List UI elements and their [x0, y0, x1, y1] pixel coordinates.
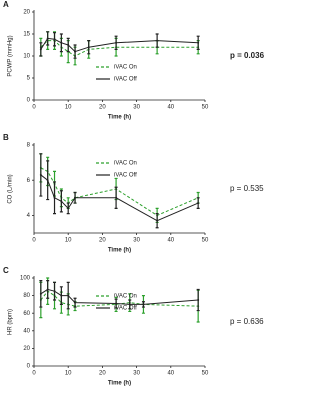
point [39, 48, 42, 51]
legend-label: iVAC On [114, 294, 137, 300]
x-tick-label: 10 [65, 238, 72, 244]
point [115, 41, 118, 44]
panel-label: B [3, 133, 9, 142]
x-tick-label: 50 [202, 371, 209, 377]
point [115, 302, 118, 305]
y-tick-label: 15 [23, 32, 30, 38]
y-tick-label: 100 [20, 276, 31, 282]
point [60, 200, 63, 203]
y-tick-label: 6 [27, 178, 31, 184]
y-tick-label: 20 [23, 346, 30, 352]
panel-label: A [3, 0, 9, 9]
series-line [40, 288, 199, 305]
x-tick-label: 20 [99, 238, 106, 244]
x-tick-label: 10 [65, 371, 72, 377]
x-tick-label: 0 [32, 371, 36, 377]
point [39, 173, 42, 176]
point [46, 288, 49, 291]
legend-label: iVAC On [114, 65, 137, 71]
legend-label: iVAC Off [114, 77, 137, 83]
panel-label: C [3, 266, 9, 275]
y-tick-label: 4 [27, 213, 31, 219]
x-tick-label: 40 [167, 371, 174, 377]
p-value: p = 0.535 [230, 184, 264, 193]
x-axis-label: Time (h) [108, 115, 131, 121]
x-tick-label: 20 [99, 371, 106, 377]
x-tick-label: 20 [99, 105, 106, 111]
point [67, 207, 70, 210]
point [53, 290, 56, 293]
point [197, 299, 200, 301]
point [142, 303, 145, 306]
legend-label: iVAC Off [114, 173, 137, 179]
y-tick-label: 0 [27, 364, 31, 370]
p-value: p = 0.636 [230, 317, 264, 326]
x-axis-label: Time (h) [108, 248, 131, 254]
x-tick-label: 10 [65, 105, 72, 111]
point [67, 294, 70, 297]
x-tick-label: 50 [202, 238, 209, 244]
y-axis-label: HR (bpm) [8, 309, 14, 335]
x-tick-label: 0 [32, 238, 36, 244]
x-tick-label: 40 [167, 238, 174, 244]
x-axis-label: Time (h) [108, 381, 131, 387]
y-tick-label: 5 [27, 76, 31, 82]
point [197, 202, 200, 205]
y-tick-label: 8 [27, 143, 31, 149]
point [53, 196, 56, 199]
point [39, 292, 42, 295]
point [74, 50, 77, 53]
x-tick-label: 40 [167, 105, 174, 111]
point [115, 196, 118, 199]
point [128, 303, 131, 306]
y-tick-label: 80 [23, 293, 30, 299]
y-tick-label: 20 [23, 10, 30, 16]
y-tick-label: 10 [23, 54, 30, 60]
legend-label: iVAC On [114, 161, 137, 167]
point [156, 39, 159, 42]
x-tick-label: 0 [32, 105, 36, 111]
p-value: p = 0.036 [230, 51, 265, 60]
point [197, 41, 200, 44]
point [87, 46, 90, 49]
y-axis-label: PCWP (mmHg) [8, 35, 14, 76]
point [46, 37, 49, 40]
legend-label: iVAC Off [114, 306, 137, 312]
point [60, 294, 63, 297]
x-tick-label: 30 [133, 371, 140, 377]
series-line [40, 174, 199, 222]
point [46, 179, 49, 182]
y-tick-label: 0 [27, 98, 31, 104]
series-line [40, 290, 199, 307]
y-tick-label: 60 [23, 311, 30, 317]
y-tick-label: 40 [23, 328, 30, 334]
point [74, 301, 77, 304]
series-line [40, 37, 199, 53]
x-tick-label: 50 [202, 105, 209, 111]
y-axis-label: CO (L/min) [8, 174, 14, 203]
point [53, 38, 56, 41]
point [60, 41, 63, 44]
point [74, 196, 77, 199]
x-tick-label: 30 [133, 238, 140, 244]
point [156, 219, 159, 222]
point [67, 44, 70, 46]
x-tick-label: 30 [133, 105, 140, 111]
series-line [40, 40, 199, 57]
